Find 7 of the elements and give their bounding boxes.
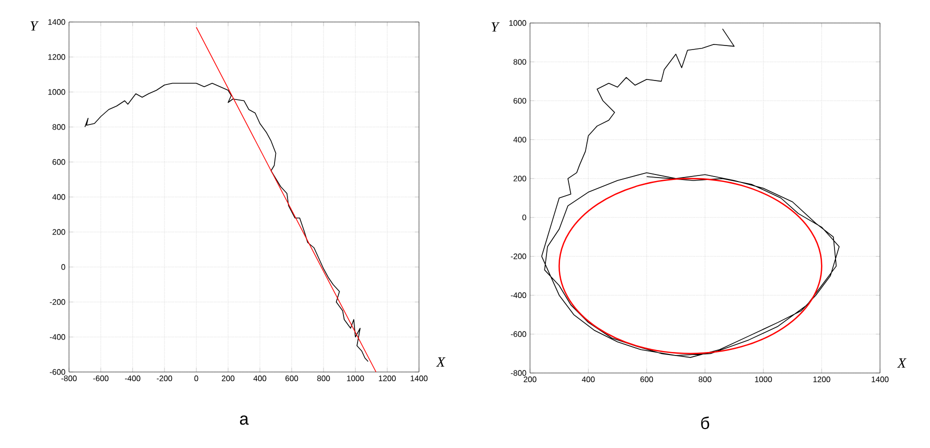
text: а — [240, 416, 249, 425]
text: б — [701, 416, 710, 430]
y-axis-title: Y — [30, 21, 39, 31]
line-series — [541, 28, 840, 358]
y-axis-title: Y — [492, 22, 500, 32]
x-axis-title: X — [436, 357, 446, 367]
x-axis-title: X — [897, 358, 906, 368]
